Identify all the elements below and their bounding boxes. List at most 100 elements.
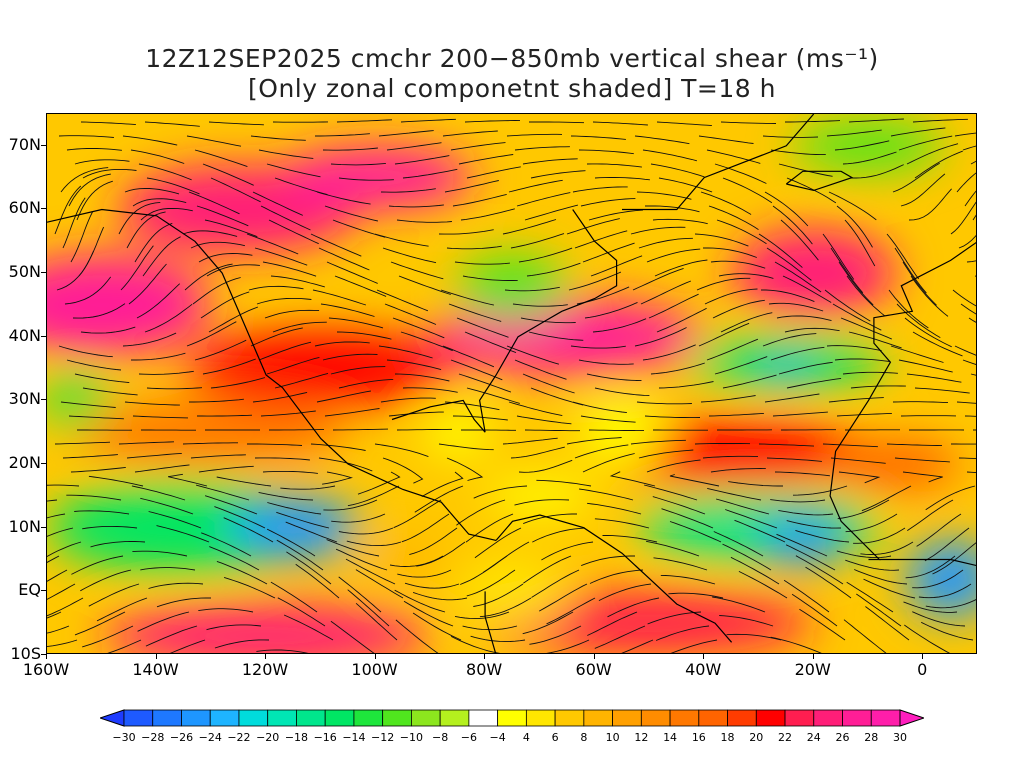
streamline-279 xyxy=(650,362,705,375)
streamline-357 xyxy=(822,443,878,448)
streamline-90 xyxy=(68,173,111,207)
streamline-301 xyxy=(124,401,180,406)
streamline-17 xyxy=(186,135,242,147)
streamline-484 xyxy=(276,539,324,571)
streamline-324 xyxy=(644,415,701,419)
streamline-576 xyxy=(395,619,439,653)
streamline-335 xyxy=(396,428,453,431)
streamline-491 xyxy=(722,543,772,571)
streamline-553 xyxy=(856,593,902,627)
streamline-310 xyxy=(700,395,756,403)
streamline-78 xyxy=(252,191,303,216)
streamline-509 xyxy=(918,583,972,599)
streamline-522 xyxy=(805,566,852,599)
streamline-392 xyxy=(168,473,208,487)
plot-title: 12Z12SEP2025 cmchr 200−850mb vertical sh… xyxy=(145,44,879,73)
streamline-366 xyxy=(446,457,484,481)
streamline-70 xyxy=(722,177,773,204)
streamline-197 xyxy=(192,277,241,305)
streamline-136 xyxy=(126,211,166,249)
streamline-278 xyxy=(586,373,642,382)
streamline-25 xyxy=(698,135,754,144)
streamline-461 xyxy=(734,519,786,543)
streamline-379 xyxy=(322,471,353,485)
coastline-6 xyxy=(879,558,976,567)
lat-label-20N: 20N xyxy=(8,453,41,473)
streamline-383 xyxy=(582,453,635,473)
streamline-539 xyxy=(903,601,958,613)
streamline-462 xyxy=(795,529,850,543)
streamline-465 xyxy=(47,555,60,563)
streamline-182 xyxy=(184,263,233,291)
coastline-0 xyxy=(47,208,497,541)
lon-tick xyxy=(374,654,376,659)
streamline-125 xyxy=(374,233,429,247)
colorbar-label: 24 xyxy=(806,731,821,744)
colorbar-label: 26 xyxy=(835,731,850,744)
streamline-157 xyxy=(518,247,573,263)
streamline-181 xyxy=(120,245,154,291)
streamline-294 xyxy=(658,381,714,389)
streamline-196 xyxy=(128,263,167,305)
streamline-442 xyxy=(474,527,522,559)
streamline-468 xyxy=(201,532,252,557)
streamline-372 xyxy=(830,457,886,464)
streamline-113 xyxy=(588,209,644,221)
streamline-513 xyxy=(223,576,276,599)
streamline-287 xyxy=(210,377,266,389)
streamline-487 xyxy=(466,569,516,597)
streamline-248 xyxy=(570,345,626,349)
streamline-200 xyxy=(384,303,437,325)
streamline-412 xyxy=(456,499,506,526)
streamline-546 xyxy=(403,600,454,627)
streamline-33 xyxy=(258,149,314,159)
streamline-532 xyxy=(454,611,510,620)
streamline-175 xyxy=(718,273,774,279)
streamline-577 xyxy=(450,635,501,653)
streamline-347 xyxy=(182,442,238,445)
streamline-50 xyxy=(394,155,450,165)
streamline-156 xyxy=(454,261,510,265)
lat-tick xyxy=(41,144,46,146)
streamline-161 xyxy=(774,261,822,293)
streamline-504 xyxy=(598,583,652,602)
streamline-261 xyxy=(450,359,503,381)
streamline-500 xyxy=(345,558,396,585)
streamline-358 xyxy=(886,443,943,447)
streamline-142 xyxy=(510,233,565,249)
streamline-72 xyxy=(851,164,904,179)
streamline-451 xyxy=(90,541,146,548)
shear-shading-layer xyxy=(47,120,976,653)
streamline-92 xyxy=(196,205,249,227)
shear-region-21 xyxy=(578,400,666,465)
streamline-120 xyxy=(54,185,82,235)
streamline-527 xyxy=(137,611,190,632)
streamline-220 xyxy=(712,299,765,319)
streamline-112 xyxy=(524,204,579,221)
streamline-449 xyxy=(924,527,970,562)
streamline-345 xyxy=(54,441,111,445)
streamline-209 xyxy=(960,303,976,315)
streamline-8 xyxy=(592,121,648,126)
streamline-436 xyxy=(82,525,138,530)
streamline-108 xyxy=(268,219,319,245)
streamline-160 xyxy=(710,260,766,269)
streamline-180 xyxy=(56,251,94,291)
streamline-53 xyxy=(586,163,642,168)
streamline-410 xyxy=(323,499,378,511)
colorbar-bin-3 xyxy=(181,709,211,727)
colorbar-label: 16 xyxy=(691,731,706,744)
streamline-133 xyxy=(886,233,920,280)
streamline-542 xyxy=(145,625,198,647)
streamline-536 xyxy=(712,596,766,613)
streamline-563 xyxy=(546,639,590,653)
streamline-308 xyxy=(572,401,627,414)
streamline-102 xyxy=(836,205,873,248)
colorbar-label: −10 xyxy=(399,731,424,744)
lon-tick xyxy=(812,654,814,659)
streamline-277 xyxy=(522,373,575,394)
streamline-470 xyxy=(326,539,380,557)
streamline-230 xyxy=(400,331,453,352)
streamline-168 xyxy=(270,275,325,288)
streamline-256 xyxy=(131,352,186,361)
